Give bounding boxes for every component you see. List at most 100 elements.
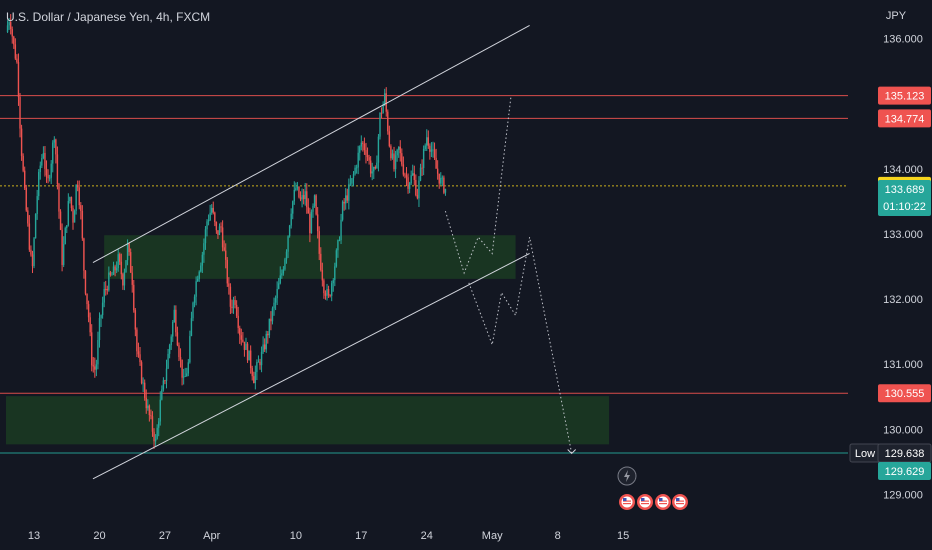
candle-body xyxy=(306,191,308,208)
candle-body xyxy=(165,368,168,381)
candle-body xyxy=(100,315,102,319)
candle-body xyxy=(296,186,299,189)
candle-body xyxy=(246,343,249,361)
us-flag-icon[interactable] xyxy=(672,494,688,510)
candle-body xyxy=(187,362,190,374)
candle-body xyxy=(80,205,82,211)
candle-body xyxy=(27,210,29,224)
candle-body xyxy=(156,427,158,439)
event-icons[interactable] xyxy=(617,466,688,510)
time-tick-label: 8 xyxy=(555,530,561,542)
time-axis[interactable]: 13 20 27 Apr 10 17 24 May 8 15 xyxy=(28,530,629,542)
candle-body xyxy=(265,333,267,350)
candle-body xyxy=(357,152,359,168)
candle-body xyxy=(376,162,378,169)
candle-body xyxy=(424,145,426,149)
candle-body xyxy=(11,29,13,37)
candle-body xyxy=(73,210,76,223)
candle-body xyxy=(94,366,96,370)
candle-body xyxy=(228,283,230,287)
candle-body xyxy=(45,168,48,176)
candle-body xyxy=(292,201,294,214)
candle-body xyxy=(195,281,197,297)
projection-bullish-path[interactable] xyxy=(444,97,512,275)
channel-upper-line[interactable] xyxy=(92,25,530,264)
channel-lower-line[interactable] xyxy=(92,253,530,480)
candle-body xyxy=(225,250,227,260)
candle-body xyxy=(320,253,322,271)
candle-body xyxy=(70,197,73,209)
us-flag-icon[interactable] xyxy=(637,494,653,510)
price-tag-bid: 133.689 xyxy=(885,184,925,196)
candle-body xyxy=(310,211,313,234)
candle-body xyxy=(301,195,303,200)
candle-body xyxy=(229,286,232,307)
candle-body xyxy=(206,221,208,230)
candle-body xyxy=(25,187,27,211)
candle-body xyxy=(136,329,138,352)
flag-stripe xyxy=(676,503,684,505)
candle-body xyxy=(200,265,202,272)
candle-body xyxy=(243,341,246,350)
candle-body xyxy=(215,221,218,231)
projection-bearish-path[interactable] xyxy=(468,237,573,454)
candle-body xyxy=(131,272,133,285)
candle-body xyxy=(175,309,177,333)
candle-body xyxy=(168,345,171,354)
candle-body xyxy=(259,361,261,366)
candle-body xyxy=(226,259,228,284)
candle-body xyxy=(112,266,115,275)
candle-body xyxy=(383,93,386,104)
price-axis[interactable]: JPY 136.000 134.000 133.000 132.000 131.000 13… xyxy=(883,10,923,502)
candle-body xyxy=(242,339,244,342)
candle-body xyxy=(207,220,210,222)
chart-title: U.S. Dollar / Japanese Yen, 4h, FXCM xyxy=(6,10,210,24)
candle-body xyxy=(285,251,288,260)
time-tick-label: 27 xyxy=(159,530,171,542)
candle-body xyxy=(313,195,316,206)
candle-body xyxy=(340,219,342,241)
candle-body xyxy=(279,275,281,284)
time-tick-label: 10 xyxy=(290,530,302,542)
bar-countdown: 01:10:22 xyxy=(883,201,926,213)
candle-body xyxy=(240,335,243,340)
candle-body xyxy=(284,259,286,270)
candle-body xyxy=(159,399,161,422)
candle-body xyxy=(413,173,415,180)
candle-body xyxy=(251,368,253,377)
us-flag-icon[interactable] xyxy=(619,494,635,510)
candle-body xyxy=(379,113,381,137)
candle-body xyxy=(176,332,179,346)
candle-body xyxy=(142,382,144,384)
candle-body xyxy=(407,177,409,189)
flag-stripe xyxy=(623,500,631,502)
candle-body xyxy=(312,205,314,212)
candle-body xyxy=(223,247,225,251)
candle-body xyxy=(316,214,319,232)
candle-body xyxy=(81,210,84,239)
candle-body xyxy=(444,188,447,193)
candle-body xyxy=(335,250,338,267)
time-tick-label: 24 xyxy=(421,530,433,542)
candle-body xyxy=(190,318,193,337)
candle-body xyxy=(267,333,269,336)
us-flag-icon[interactable] xyxy=(655,494,671,510)
candle-body xyxy=(412,173,414,176)
candle-body xyxy=(341,201,344,220)
candle-body xyxy=(218,226,221,235)
time-tick-label: May xyxy=(482,530,503,542)
candle-body xyxy=(148,405,151,416)
candle-body xyxy=(359,146,361,153)
candle-body xyxy=(388,131,391,147)
candle-body xyxy=(315,195,317,215)
flag-stripe xyxy=(659,503,667,505)
candle-body xyxy=(295,188,297,190)
projection-paths[interactable] xyxy=(444,97,577,455)
candle-body xyxy=(318,231,320,254)
lightning-icon[interactable] xyxy=(617,466,637,486)
flag-stripe xyxy=(641,503,649,505)
candle-body xyxy=(134,310,137,330)
candle-body xyxy=(95,364,98,370)
trend-channel[interactable] xyxy=(92,25,530,480)
